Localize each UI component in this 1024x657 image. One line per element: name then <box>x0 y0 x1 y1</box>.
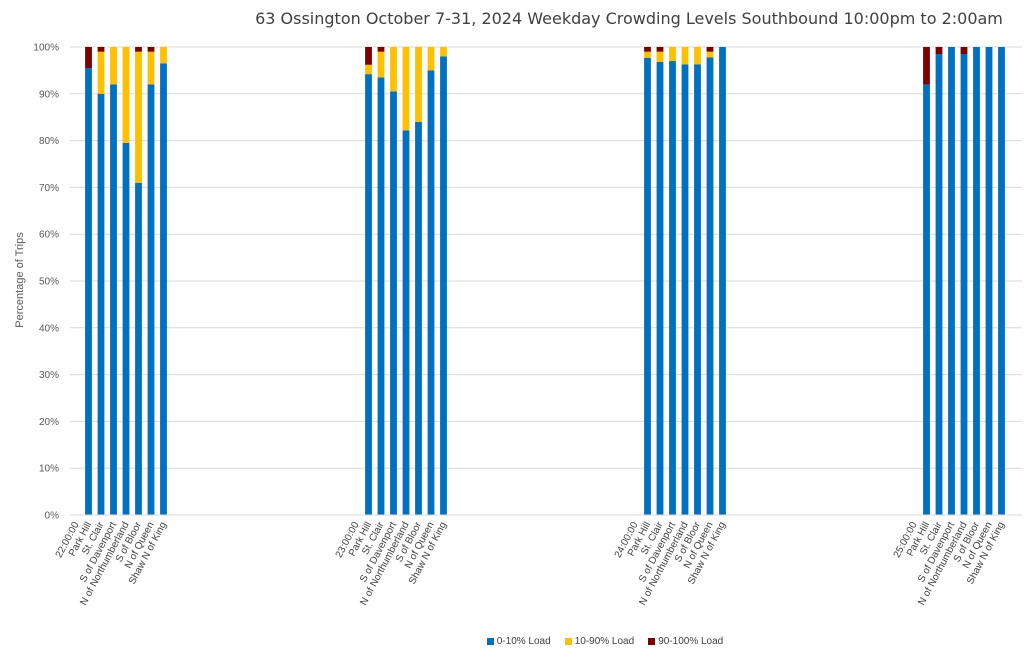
y-tick-label: 60% <box>39 230 59 241</box>
legend-label: 10-90% Load <box>574 636 635 647</box>
bar-segment <box>719 47 726 515</box>
bar-segment <box>147 84 155 515</box>
y-axis-ticks: 0% 10% 20% 30% 40% 50% 60% 70% 80% 90% 100% <box>33 43 59 522</box>
bar-segment <box>440 56 447 516</box>
bar-segment <box>110 84 117 515</box>
bar-segment <box>935 54 943 516</box>
bar-segment <box>160 47 167 64</box>
bar-segment <box>85 68 92 515</box>
y-tick-label: 50% <box>39 277 59 288</box>
bar-segment <box>365 74 372 516</box>
bar-segment <box>644 51 651 58</box>
legend-label: 90-100% Load <box>658 636 724 647</box>
legend-item: 90-100% Load <box>648 636 723 647</box>
bar-segment <box>135 47 142 52</box>
bar-segment <box>681 47 689 65</box>
bar-segment <box>147 47 155 52</box>
bar-segment <box>440 47 447 57</box>
y-tick-label: 40% <box>39 323 59 334</box>
bar-segment <box>135 51 142 183</box>
bar-segment <box>923 47 930 85</box>
bar-segment <box>122 142 130 515</box>
bar-segment <box>706 57 714 516</box>
y-tick-label: 0% <box>45 511 60 522</box>
bar-segment <box>402 47 410 131</box>
bar-segment <box>960 54 968 516</box>
bar-segment <box>97 93 105 516</box>
y-axis-title: Percentage of Trips <box>14 232 26 328</box>
bar-segment <box>656 51 664 62</box>
bar-segment <box>415 47 422 122</box>
bar-segment <box>923 84 930 515</box>
bar-segment <box>135 182 142 515</box>
y-tick-label: 90% <box>39 89 59 100</box>
bar-segment <box>110 47 117 85</box>
bar-segment <box>365 47 372 65</box>
bar-segment <box>681 64 689 515</box>
bar-segment <box>706 47 714 52</box>
y-tick-label: 80% <box>39 136 59 147</box>
bar-segment <box>427 70 435 516</box>
gridlines <box>70 46 1022 516</box>
bar-segment <box>377 77 385 516</box>
legend-item: 10-90% Load <box>564 636 635 647</box>
bar-segment <box>390 47 397 92</box>
bar-segment <box>998 47 1005 515</box>
bar-segment <box>948 47 955 515</box>
legend-label: 0-10% Load <box>496 636 551 647</box>
bar-segment <box>935 47 943 55</box>
chart-title: 63 Ossington October 7-31, 2024 Weekday … <box>255 9 1003 28</box>
bar-segment <box>97 47 105 52</box>
y-tick-label: 30% <box>39 370 59 381</box>
bars <box>85 47 1005 516</box>
bar-segment <box>985 47 993 515</box>
legend-swatch <box>564 638 572 645</box>
bar-segment <box>694 64 701 515</box>
bar-segment <box>122 47 130 143</box>
legend-item: 0-10% Load <box>486 636 551 647</box>
y-tick-label: 10% <box>39 464 59 475</box>
bar-segment <box>960 47 968 55</box>
bar-segment <box>694 47 701 65</box>
legend: 0-10% Load 10-90% Load 90-100% Load <box>0 636 1024 647</box>
legend-swatch <box>648 638 656 645</box>
bar-segment <box>669 61 676 515</box>
bar-segment <box>644 57 651 515</box>
bar-segment <box>97 51 105 94</box>
bar-segment <box>669 47 676 62</box>
bar-segment <box>973 47 980 515</box>
bar-segment <box>377 51 385 78</box>
bar-segment <box>644 47 651 52</box>
legend-swatch <box>486 638 494 645</box>
y-tick-label: 70% <box>39 183 59 194</box>
bar-segment <box>706 51 714 58</box>
bar-segment <box>365 64 372 75</box>
bar-segment <box>377 47 385 52</box>
bar-segment <box>160 63 167 515</box>
bar-segment <box>427 47 435 71</box>
bar-segment <box>147 51 155 85</box>
y-tick-label: 20% <box>39 417 59 428</box>
bar-segment <box>390 91 397 516</box>
y-tick-label: 100% <box>33 43 59 54</box>
bar-segment <box>402 130 410 515</box>
bar-segment <box>656 47 664 52</box>
bar-segment <box>415 121 422 515</box>
bar-segment <box>85 47 92 69</box>
bar-segment <box>656 61 664 515</box>
